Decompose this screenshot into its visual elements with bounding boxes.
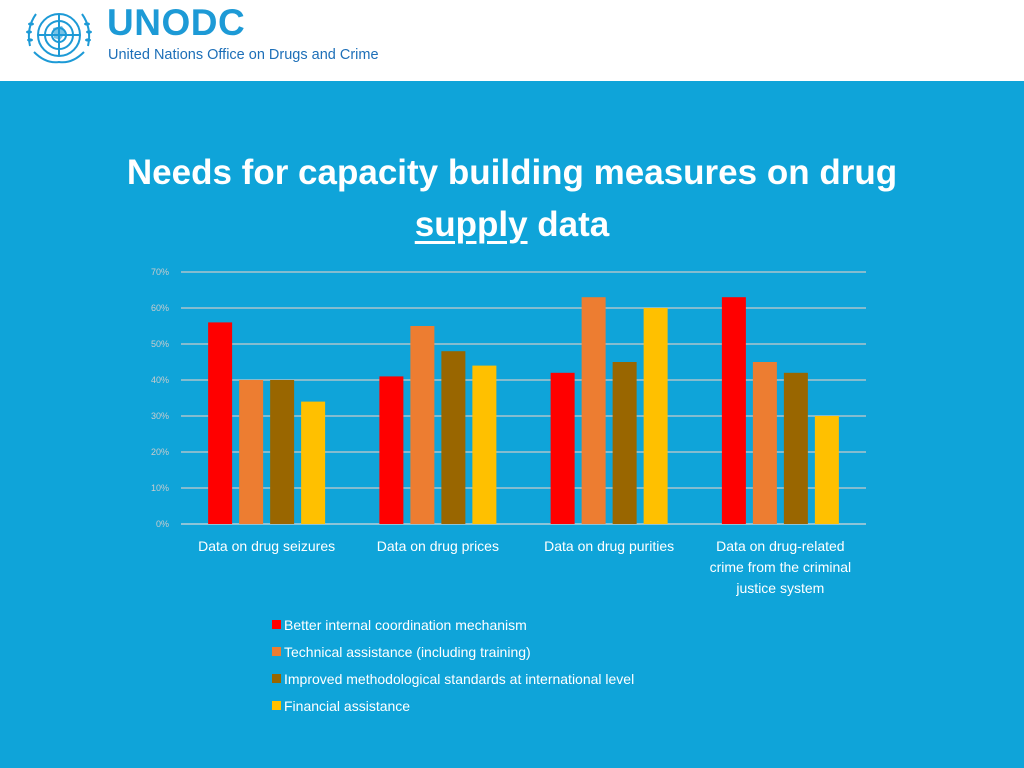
bar [752,362,777,524]
bar [814,416,839,524]
bar [270,380,295,524]
bar [581,297,606,524]
y-tick-label: 50% [151,339,169,349]
bar [783,372,808,524]
bar [379,376,404,524]
y-tick-label: 70% [151,267,169,277]
title-rest: data [527,205,610,244]
logo-text: UNODC [107,2,246,43]
y-tick-label: 10% [151,483,169,493]
y-tick-label: 0% [156,519,169,529]
bar [239,380,264,524]
x-category-label: Data on drug prices [377,538,499,554]
legend-swatch [272,674,281,683]
title-underlined-word: supply [414,205,528,244]
bar [441,351,466,524]
un-emblem-icon [26,13,92,64]
bar [643,308,668,524]
title-line-1: Needs for capacity building measures on … [126,153,898,192]
y-tick-label: 60% [151,303,169,313]
y-tick-label: 20% [151,447,169,457]
bar [208,322,233,524]
legend-label: Technical assistance (including training… [284,643,531,660]
y-tick-label: 40% [151,375,169,385]
legend-label: Improved methodological standards at int… [284,670,635,687]
bar [721,297,746,524]
x-category-label: Data on drug-related [716,538,844,554]
chart-legend: Better internal coordination mechanism Te… [272,611,634,719]
x-category-label: Data on drug purities [544,538,674,554]
bar [301,401,326,524]
bar [550,372,575,524]
legend-item: Financial assistance [272,692,634,719]
legend-item: Improved methodological standards at int… [272,665,634,692]
legend-swatch [272,647,281,656]
logo-subtitle: United Nations Office on Drugs and Crime [108,47,379,63]
legend-item: Better internal coordination mechanism [272,611,634,638]
header: UNODC United Nations Office on Drugs and… [0,0,1024,81]
bar [410,326,435,524]
legend-swatch [272,620,281,629]
bar [612,362,637,524]
y-tick-label: 30% [151,411,169,421]
legend-label: Financial assistance [284,697,411,714]
slide-title: Needs for capacity building measures on … [60,147,964,251]
slide-background [0,81,1024,768]
x-category-label: justice system [735,580,824,596]
legend-item: Technical assistance (including training… [272,638,634,665]
x-category-label: crime from the criminal [710,559,852,575]
bar [472,365,497,524]
legend-swatch [272,701,281,710]
x-category-label: Data on drug seizures [198,538,335,554]
legend-label: Better internal coordination mechanism [284,616,527,633]
